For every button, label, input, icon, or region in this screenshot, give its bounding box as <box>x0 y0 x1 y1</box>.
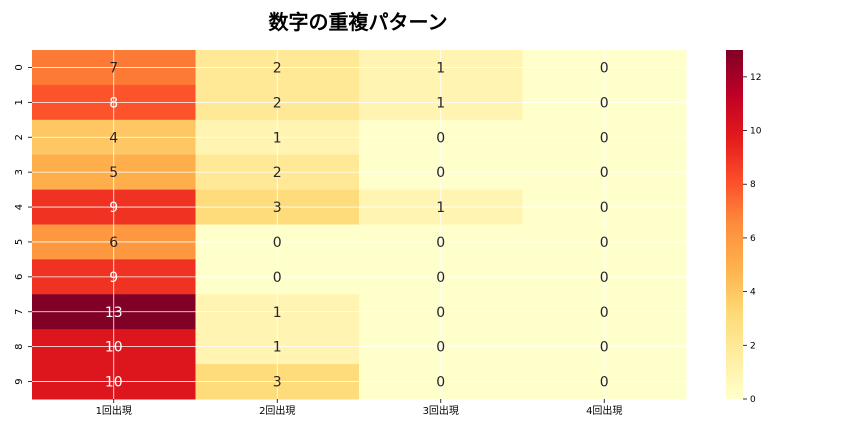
colorbar <box>726 50 743 399</box>
cell-value-label: 0 <box>600 130 609 146</box>
cell-value-label: 0 <box>436 305 445 321</box>
colorbar-ticks: 0 2 4 6 8 10 12 <box>743 73 762 405</box>
x-tick-label: 2回出現 <box>259 404 295 417</box>
cell-value-label: 0 <box>600 305 609 321</box>
cell-value-label: 0 <box>600 95 609 111</box>
cell-value-label: 8 <box>109 95 118 111</box>
cell-value-label: 0 <box>600 375 609 391</box>
cell-value-label: 0 <box>436 165 445 181</box>
cell-value-label: 9 <box>109 270 118 286</box>
cell-value-label: 2 <box>273 60 282 76</box>
cell-value-label: 0 <box>600 165 609 181</box>
colorbar-tick-label: 10 <box>750 127 762 137</box>
cell-value-label: 0 <box>436 270 445 286</box>
cell-value-label: 2 <box>273 165 282 181</box>
y-tick-label: 3 <box>14 169 25 175</box>
cell-value-label: 1 <box>273 305 282 321</box>
y-tick-label: 5 <box>14 239 25 245</box>
cell-value-label: 4 <box>109 130 118 146</box>
cell-value-label: 0 <box>600 60 609 76</box>
cell-value-label: 0 <box>600 340 609 356</box>
y-axis-ticks: 0 1 2 3 4 5 6 7 8 9 <box>14 64 32 385</box>
cell-value-label: 0 <box>600 270 609 286</box>
cell-value-label: 7 <box>109 60 118 76</box>
y-tick-label: 8 <box>14 343 25 349</box>
cell-value-label: 13 <box>105 305 123 321</box>
cell-value-label: 0 <box>436 130 445 146</box>
heatmap-grid <box>32 50 686 399</box>
cell-value-label: 1 <box>436 200 445 216</box>
x-tick-label: 1回出現 <box>96 404 132 417</box>
y-tick-label: 1 <box>14 99 25 105</box>
cell-value-label: 0 <box>600 235 609 251</box>
cell-value-label: 0 <box>273 235 282 251</box>
cell-value-label: 1 <box>273 130 282 146</box>
y-tick-label: 2 <box>14 134 25 140</box>
y-tick-label: 0 <box>14 64 25 70</box>
colorbar-tick-label: 0 <box>750 395 756 405</box>
cell-value-label: 0 <box>436 340 445 356</box>
colorbar-tick-label: 2 <box>750 341 756 351</box>
cell-value-label: 3 <box>273 375 282 391</box>
y-tick-label: 7 <box>14 309 25 315</box>
y-tick-label: 9 <box>14 378 25 384</box>
cell-value-label: 0 <box>436 235 445 251</box>
cell-value-label: 2 <box>273 95 282 111</box>
cell-labels: 7 2 1 08 2 1 04 1 0 05 2 0 09 3 1 06 0 0 09 0 0 013 1 0 010 1 0 010… <box>105 60 609 390</box>
cell-value-label: 0 <box>600 200 609 216</box>
cell-value-label: 0 <box>273 270 282 286</box>
y-tick-label: 6 <box>14 274 25 280</box>
cell-value-label: 10 <box>105 340 123 356</box>
colorbar-tick-label: 6 <box>750 234 756 244</box>
x-tick-label: 3回出現 <box>423 404 459 417</box>
cell-value-label: 9 <box>109 200 118 216</box>
cell-value-label: 1 <box>436 95 445 111</box>
cell-value-label: 5 <box>109 165 118 181</box>
chart-title: 数字の重複パターン <box>269 10 448 34</box>
colorbar-tick-label: 12 <box>750 73 761 83</box>
cell-value-label: 0 <box>436 375 445 391</box>
colorbar-tick-label: 8 <box>750 180 756 190</box>
y-tick-label: 4 <box>14 204 25 210</box>
x-tick-label: 4回出現 <box>586 404 622 417</box>
cell-value-label: 1 <box>273 340 282 356</box>
cell-value-label: 3 <box>273 200 282 216</box>
x-axis-ticks: 1回出現 2回出現 3回出現 4回出現 <box>96 399 622 417</box>
cell-value-label: 6 <box>109 235 118 251</box>
cell-value-label: 1 <box>436 60 445 76</box>
cell-value-label: 10 <box>105 375 123 391</box>
colorbar-tick-label: 4 <box>750 288 756 298</box>
